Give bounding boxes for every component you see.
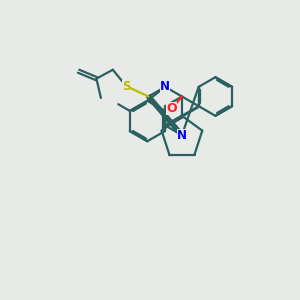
Text: N: N: [177, 129, 187, 142]
Text: O: O: [166, 103, 177, 116]
Text: N: N: [160, 80, 170, 93]
Text: S: S: [122, 80, 130, 93]
